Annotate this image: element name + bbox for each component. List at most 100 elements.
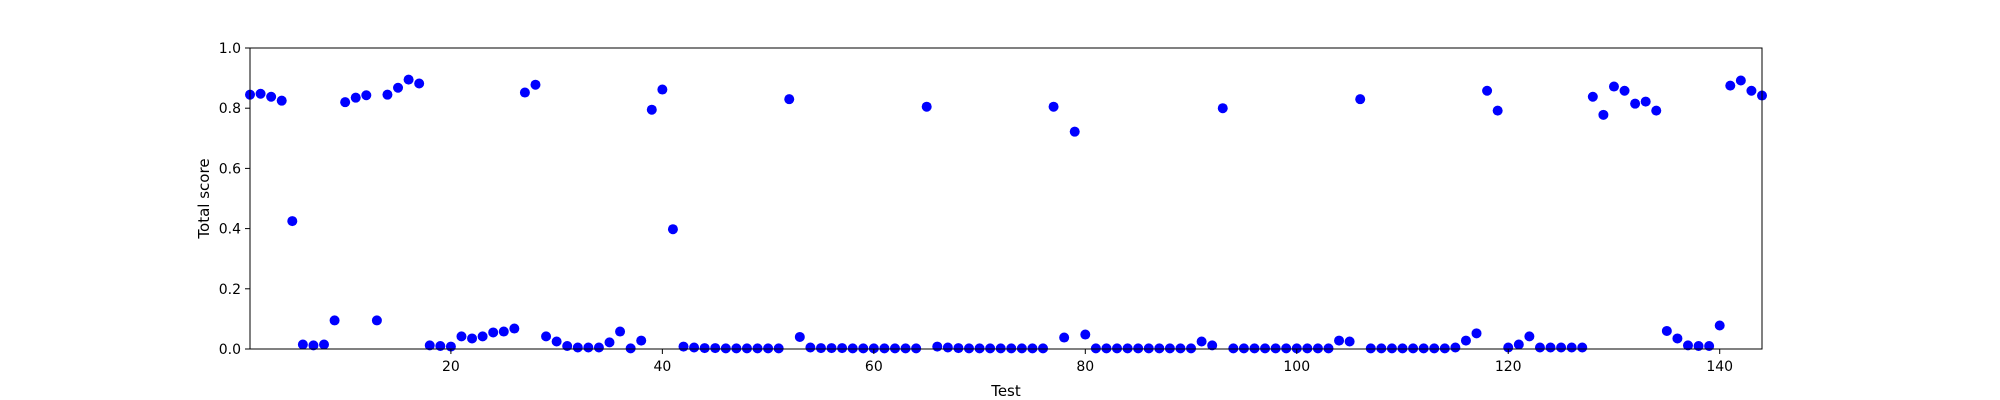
data-point [456, 331, 467, 342]
data-point [1598, 109, 1609, 120]
x-tick-label: 100 [1283, 359, 1310, 375]
data-point [1397, 343, 1408, 354]
data-point [615, 326, 626, 337]
data-point [868, 343, 879, 354]
data-point [319, 339, 330, 350]
data-point [488, 327, 499, 338]
data-point [1714, 320, 1725, 331]
data-point [562, 340, 573, 351]
data-point [287, 216, 298, 227]
data-point [308, 340, 319, 351]
data-point [974, 343, 985, 354]
data-point [1577, 342, 1588, 353]
x-tick-label: 120 [1495, 359, 1522, 375]
data-point [519, 87, 530, 98]
data-point [1682, 340, 1693, 351]
data-point [1217, 103, 1228, 114]
data-point [1513, 339, 1524, 350]
data-point [1027, 343, 1038, 354]
data-point [414, 78, 425, 89]
data-point [361, 90, 372, 101]
data-point [276, 95, 287, 106]
data-point [255, 88, 266, 99]
data-point [826, 343, 837, 354]
data-point [593, 342, 604, 353]
x-tick-label: 60 [865, 359, 883, 375]
data-point [1746, 85, 1757, 96]
data-point [467, 333, 478, 344]
data-point [1260, 343, 1271, 354]
data-point [1238, 343, 1249, 354]
data-point [1619, 85, 1630, 96]
data-point [625, 343, 636, 354]
data-point [911, 343, 922, 354]
data-point [541, 331, 552, 342]
data-point [805, 342, 816, 353]
data-point [477, 331, 488, 342]
data-point [1640, 96, 1651, 107]
data-point [784, 94, 795, 105]
data-point [1725, 80, 1736, 91]
y-tick-label: 0.4 [219, 222, 241, 238]
data-point [1587, 91, 1598, 102]
y-axis-label: Total score [195, 158, 213, 239]
data-point [1154, 343, 1165, 354]
data-point [720, 343, 731, 354]
data-point [1408, 343, 1419, 354]
data-point [583, 342, 594, 353]
data-point [371, 315, 382, 326]
data-point [350, 92, 361, 103]
data-point [1323, 343, 1334, 354]
data-point [382, 89, 393, 100]
data-point [858, 343, 869, 354]
data-point [1334, 335, 1345, 346]
data-point [1090, 343, 1101, 354]
data-point [1534, 342, 1545, 353]
data-point [403, 74, 414, 85]
data-point [551, 336, 562, 347]
data-point [1186, 343, 1197, 354]
data-point [1429, 343, 1440, 354]
data-point [424, 340, 435, 351]
ticks-layer: 0.0 0.2 0.4 0.6 0.8 1.0 20 40 60 80 100 120 140 [219, 41, 1733, 375]
data-point [1016, 343, 1027, 354]
data-point [667, 224, 678, 235]
data-point [266, 91, 277, 102]
data-point [1608, 81, 1619, 92]
data-point [773, 343, 784, 354]
data-point [646, 104, 657, 115]
data-point [498, 326, 509, 337]
x-tick-label: 20 [442, 359, 460, 375]
data-point [1302, 343, 1313, 354]
data-point [1281, 343, 1292, 354]
data-point [1270, 343, 1281, 354]
data-point [1059, 332, 1070, 343]
data-point [1630, 98, 1641, 109]
data-point [1080, 329, 1091, 340]
data-point [710, 343, 721, 354]
data-point [794, 331, 805, 342]
data-point [1228, 343, 1239, 354]
data-point [1207, 340, 1218, 351]
data-point [1112, 343, 1123, 354]
data-point [1344, 336, 1355, 347]
data-point [1492, 105, 1503, 116]
data-point [932, 341, 943, 352]
x-axis-label: Test [990, 382, 1021, 400]
data-point [731, 343, 742, 354]
data-point [837, 343, 848, 354]
data-point [1249, 343, 1260, 354]
data-point [1069, 126, 1080, 137]
data-point [1164, 343, 1175, 354]
x-tick-label: 140 [1706, 359, 1733, 375]
data-point [1704, 340, 1715, 351]
data-point [1735, 75, 1746, 86]
data-point [921, 101, 932, 112]
data-point [1460, 335, 1471, 346]
data-point [1196, 336, 1207, 347]
data-point [1101, 343, 1112, 354]
data-point [1038, 343, 1049, 354]
data-point [340, 97, 351, 108]
x-tick-label: 40 [653, 359, 671, 375]
